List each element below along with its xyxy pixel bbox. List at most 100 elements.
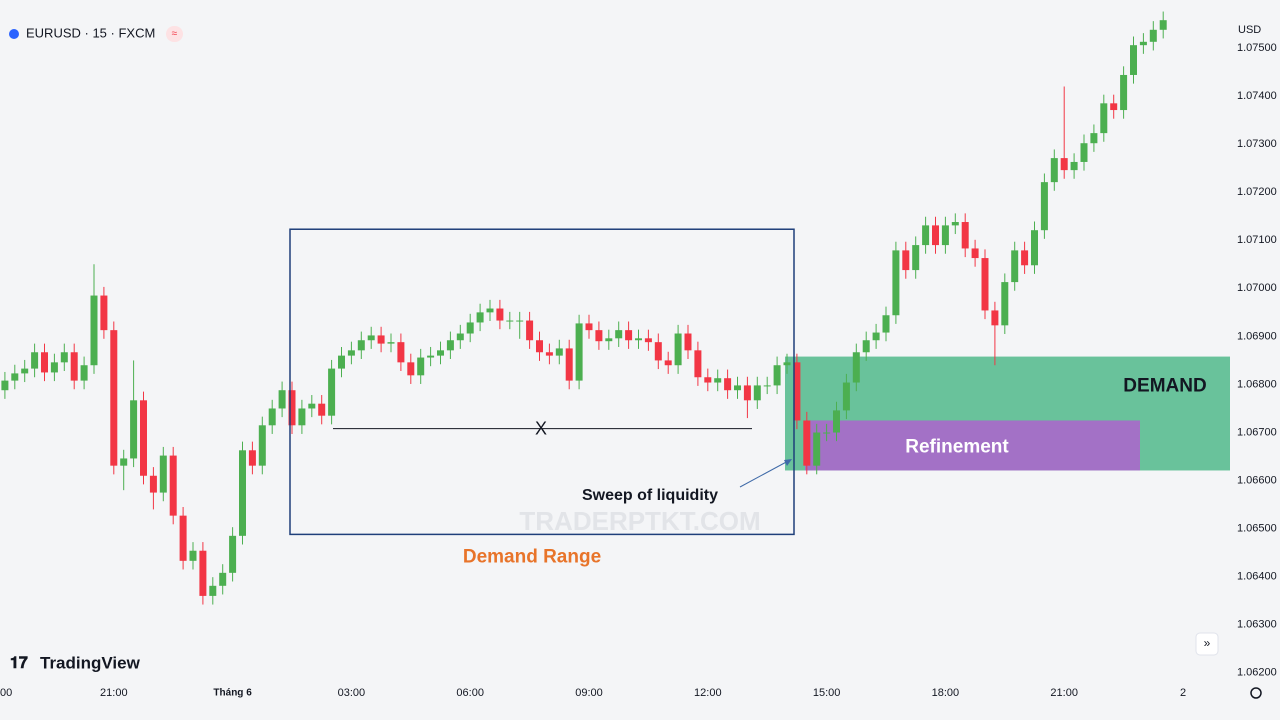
sweep-label: Sweep of liquidity xyxy=(582,487,718,504)
candle-body xyxy=(1139,41,1147,46)
candle-body xyxy=(625,330,633,341)
candle-body xyxy=(189,550,197,561)
candle-body xyxy=(803,420,811,466)
candle-body xyxy=(753,385,761,401)
candle-body xyxy=(961,222,969,249)
candle-body xyxy=(446,340,454,351)
candle-body xyxy=(1001,282,1009,326)
candle-body xyxy=(1090,133,1098,144)
candle-body xyxy=(377,335,385,344)
settings-button[interactable] xyxy=(1250,687,1262,699)
candle-body xyxy=(1060,158,1068,171)
candle-body xyxy=(724,378,732,391)
candle-body xyxy=(169,455,177,516)
y-tick-label: 1.07300 xyxy=(1237,138,1277,150)
candle-body xyxy=(605,338,613,342)
x-tick-label: 06:00 xyxy=(456,687,484,699)
y-tick-label: 1.07000 xyxy=(1237,282,1277,294)
demand-range-label: Demand Range xyxy=(463,546,601,567)
candle-body xyxy=(149,475,157,493)
candle-body xyxy=(159,455,167,493)
candle-body xyxy=(1149,29,1157,42)
candle-body xyxy=(902,250,910,271)
sweep-arrow xyxy=(739,459,791,488)
candle-body xyxy=(11,373,19,381)
scroll-button-icon[interactable]: » xyxy=(1204,636,1211,650)
sweep-arrowhead xyxy=(784,459,792,466)
x-tick-label: 12:00 xyxy=(694,687,722,699)
brand-logo: 𝟏𝟕 xyxy=(10,655,28,672)
candle-body xyxy=(545,352,553,356)
candle-body xyxy=(1050,158,1058,183)
candle-body xyxy=(585,323,593,331)
candle-body xyxy=(476,312,484,323)
y-tick-label: 1.06400 xyxy=(1237,571,1277,583)
candle-body xyxy=(1130,45,1137,75)
candle-body xyxy=(922,225,930,246)
candle-body xyxy=(555,348,563,356)
candle-body xyxy=(130,400,138,459)
candle-body xyxy=(516,320,524,322)
x-tick-label: 00 xyxy=(0,687,12,699)
candle-body xyxy=(536,340,543,353)
candle-body xyxy=(991,310,999,326)
x-line-label: X xyxy=(535,418,547,438)
candle-body xyxy=(328,368,336,416)
y-tick-label: 1.06200 xyxy=(1237,667,1277,679)
status-icon xyxy=(166,26,183,42)
candle-body xyxy=(1011,250,1019,283)
candle-body xyxy=(288,390,296,426)
x-tick-label: 21:00 xyxy=(100,687,128,699)
candle-body xyxy=(407,362,415,376)
y-tick-label: 1.07200 xyxy=(1237,186,1277,198)
candle-body xyxy=(486,308,494,313)
candle-body xyxy=(100,295,108,331)
x-tick-label: 21:00 xyxy=(1050,687,1078,699)
candle-body xyxy=(793,362,801,421)
candle-body xyxy=(1120,74,1128,111)
scroll-button[interactable] xyxy=(1195,632,1219,656)
candle-body xyxy=(1110,103,1118,111)
candle-body xyxy=(951,222,959,226)
y-tick-label: 1.07500 xyxy=(1237,42,1277,54)
candle-body xyxy=(417,357,425,376)
candle-body xyxy=(1,380,9,391)
candle-body xyxy=(595,330,603,342)
candle-body xyxy=(70,352,78,381)
candle-body xyxy=(1100,103,1108,134)
candle-body xyxy=(387,342,395,344)
candle-body xyxy=(773,365,781,386)
x-tick-label: 15:00 xyxy=(813,687,841,699)
candle-body xyxy=(298,408,306,426)
candle-body xyxy=(674,333,682,366)
candle-body xyxy=(1070,161,1078,171)
x-tick-label: 03:00 xyxy=(338,687,366,699)
candle-body xyxy=(179,515,187,561)
candle-body xyxy=(1080,143,1088,162)
currency-label[interactable]: USD xyxy=(1238,24,1261,36)
chart-title: EURUSD · 15 · FXCM xyxy=(26,25,155,40)
y-tick-label: 1.06700 xyxy=(1237,426,1277,438)
candle-body xyxy=(694,350,702,378)
symbol-icon xyxy=(9,29,19,39)
x-tick-label: 18:00 xyxy=(932,687,960,699)
candle-body xyxy=(971,248,979,259)
candle-body xyxy=(140,400,147,476)
candle-body xyxy=(575,323,583,381)
candle-body xyxy=(41,352,48,373)
candle-body xyxy=(229,535,237,573)
x-tick-label: 2 xyxy=(1180,687,1186,699)
candle-body xyxy=(664,360,672,366)
candle-body xyxy=(357,340,365,351)
candle-body xyxy=(50,362,58,373)
candle-body xyxy=(704,377,712,383)
plot: TRADERPTKT.COM 1.07500 1.07400 1.07300 1.072… xyxy=(0,11,1277,699)
candle-body xyxy=(892,250,900,316)
watermark: TRADERPTKT.COM xyxy=(519,506,760,536)
demand-label: DEMAND xyxy=(1123,376,1206,397)
candle-body xyxy=(1159,20,1167,30)
candle-body xyxy=(862,340,870,353)
candle-body xyxy=(318,403,326,416)
